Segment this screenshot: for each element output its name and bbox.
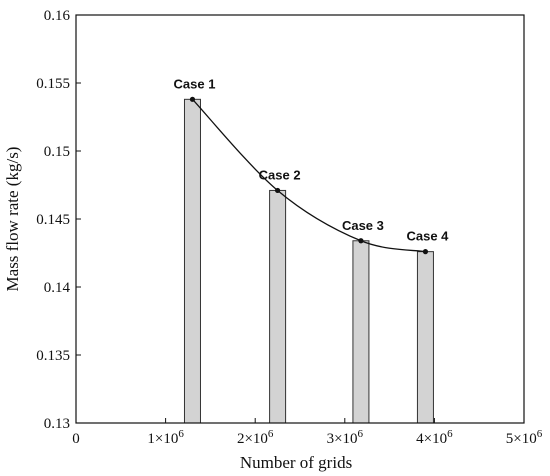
y-tick-label: 0.14 <box>44 280 71 296</box>
x-tick-label: 0 <box>72 431 80 447</box>
y-axis-title: Mass flow rate (kg/s) <box>3 147 22 292</box>
label-case-1: Case 1 <box>174 76 216 91</box>
x-tick-exponent: 6 <box>537 428 543 440</box>
x-axis-title: Number of grids <box>240 453 352 472</box>
point-case-2 <box>275 187 281 194</box>
x-tick-label: 3×106 <box>327 428 364 447</box>
x-tick-exponent: 6 <box>358 428 364 440</box>
x-tick-label: 1×106 <box>147 428 184 447</box>
bar-case-3 <box>352 240 370 424</box>
plot-area: Case 1 Case 2 Case 3 Case 4 <box>75 14 525 424</box>
label-case-2: Case 2 <box>259 167 301 182</box>
point-case-3 <box>358 238 364 244</box>
x-tick-label: 4×106 <box>416 428 453 447</box>
points-layer <box>189 96 429 255</box>
case-labels: Case 1 Case 2 Case 3 Case 4 <box>174 76 450 243</box>
label-case-3: Case 3 <box>342 218 384 233</box>
x-tick-label: 5×106 <box>506 428 543 447</box>
y-tick-label: 0.135 <box>36 348 70 364</box>
x-tick-exponent: 6 <box>447 428 453 440</box>
y-tick-label: 0.16 <box>44 8 71 24</box>
y-tick-label: 0.15 <box>44 144 70 160</box>
x-tick-label: 2×106 <box>237 428 274 447</box>
x-tick-exponent: 6 <box>268 428 274 440</box>
bar-case-1 <box>183 98 201 424</box>
y-axis: 0.13 0.135 0.14 0.145 0.15 0.155 0.16 <box>36 8 81 432</box>
y-tick-label: 0.145 <box>36 212 70 228</box>
label-case-4: Case 4 <box>406 229 449 244</box>
point-case-4 <box>422 249 429 255</box>
x-tick-exponent: 6 <box>178 428 184 440</box>
y-tick-label: 0.13 <box>44 416 70 432</box>
point-case-1 <box>189 96 196 102</box>
bar-case-2 <box>269 189 287 424</box>
bars-layer <box>183 98 434 424</box>
x-axis: 0 1×106 2×106 3×106 4×106 5×106 <box>72 418 543 447</box>
trend-line <box>192 98 426 253</box>
y-tick-label: 0.155 <box>36 76 70 92</box>
bar-case-4 <box>416 251 434 424</box>
plot-frame <box>75 14 525 424</box>
